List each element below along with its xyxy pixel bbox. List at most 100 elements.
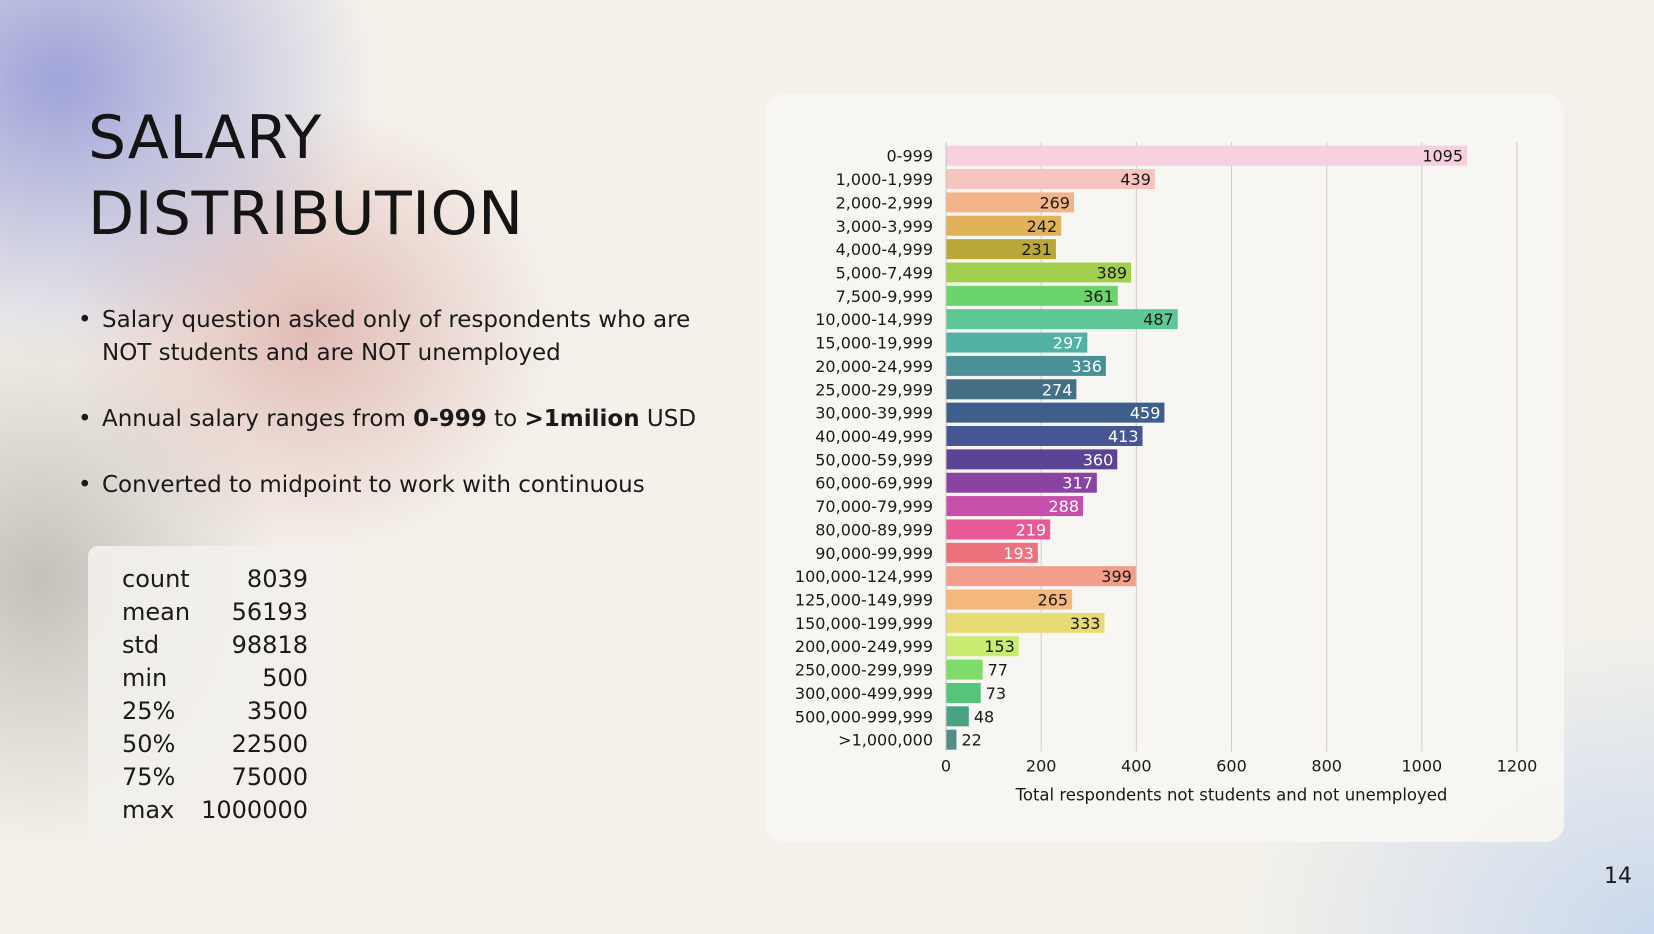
bar: [946, 309, 1178, 330]
category-label: >1,000,000: [838, 731, 933, 750]
category-label: 5,000-7,499: [836, 263, 933, 282]
bullet-list: Salary question asked only of respondent…: [78, 304, 698, 535]
category-label: 90,000-99,999: [815, 544, 933, 563]
bar-value-label: 413: [1108, 427, 1139, 446]
bullet-item: Converted to midpoint to work with conti…: [78, 469, 698, 502]
category-label: 10,000-14,999: [815, 310, 933, 329]
stats-label: 75%: [122, 763, 176, 791]
bullet-text: USD: [639, 406, 697, 432]
bar: [946, 239, 1056, 260]
stats-row: 25% 3500: [122, 695, 308, 728]
category-label: 7,500-9,999: [836, 287, 933, 306]
bar-value-label: 389: [1097, 263, 1128, 282]
bar: [946, 519, 1051, 540]
bar: [946, 145, 1468, 166]
stats-row: 50% 22500: [122, 728, 308, 761]
bullet-text: Annual salary ranges from: [102, 406, 414, 432]
x-tick-label: 1200: [1497, 756, 1538, 775]
bar-value-label: 361: [1083, 287, 1114, 306]
x-tick-label: 0: [941, 756, 951, 775]
category-label: 200,000-249,999: [795, 637, 933, 656]
category-label: 150,000-199,999: [795, 614, 933, 633]
category-label: 2,000-2,999: [836, 193, 933, 212]
stats-label: 50%: [122, 730, 176, 758]
bar: [946, 192, 1074, 213]
category-label: 30,000-39,999: [815, 404, 933, 423]
stats-label: min: [122, 664, 168, 692]
category-label: 100,000-124,999: [795, 567, 933, 586]
bar-value-label: 22: [961, 731, 981, 750]
category-label: 15,000-19,999: [815, 334, 933, 353]
bar-value-label: 360: [1083, 450, 1114, 469]
stats-value: 500: [262, 664, 308, 692]
x-tick-label: 400: [1121, 756, 1152, 775]
bar: [946, 496, 1084, 517]
bar: [946, 682, 981, 703]
stats-row: min 500: [122, 662, 308, 695]
bar: [946, 215, 1062, 236]
bar: [946, 729, 957, 750]
bar: [946, 636, 1019, 657]
stats-label: max: [122, 796, 175, 824]
bar-value-label: 399: [1101, 567, 1132, 586]
category-label: 80,000-89,999: [815, 520, 933, 539]
x-tick-label: 1000: [1401, 756, 1442, 775]
bar: [946, 426, 1143, 446]
x-tick-label: 200: [1026, 756, 1057, 775]
bar-value-label: 439: [1120, 170, 1151, 189]
category-label: 25,000-29,999: [815, 380, 933, 399]
stats-value: 22500: [231, 730, 308, 758]
bar-value-label: 153: [984, 637, 1015, 656]
bar: [946, 659, 983, 680]
stats-row: max 1000000: [122, 794, 308, 827]
bullet-item: Salary question asked only of respondent…: [78, 304, 698, 370]
stats-row: 75% 75000: [122, 761, 308, 794]
bar-value-label: 269: [1039, 193, 1070, 212]
bullet-text: Converted to midpoint to work with conti…: [102, 472, 645, 498]
bar-value-label: 265: [1038, 591, 1069, 610]
chart-card: 0 200 400 600 800 1000 1200 0-999 1095 1,000-1,99…: [766, 94, 1564, 842]
bullet-text: Salary question asked only of respondent…: [102, 307, 691, 366]
bar: [946, 472, 1097, 493]
bar: [946, 355, 1106, 376]
bar: [946, 589, 1073, 610]
bar-value-label: 48: [974, 707, 994, 726]
category-label: 4,000-4,999: [836, 240, 933, 259]
bar: [946, 449, 1118, 470]
bullet-bold-text: 0-999: [413, 406, 487, 432]
category-label: 500,000-999,999: [795, 707, 933, 726]
category-label: 20,000-24,999: [815, 357, 933, 376]
category-label: 0-999: [887, 147, 934, 166]
slide-title: SALARY DISTRIBUTION: [88, 103, 524, 249]
bar-value-label: 274: [1042, 380, 1073, 399]
bar: [946, 169, 1155, 190]
bar: [946, 262, 1132, 283]
stats-value: 8039: [246, 565, 308, 593]
bar: [946, 285, 1118, 306]
bar: [946, 706, 969, 727]
category-label: 3,000-3,999: [836, 217, 933, 236]
bar: [946, 379, 1077, 400]
stats-value: 1000000: [201, 796, 308, 824]
stats-table: count 8039 mean 56193 std 98818 min 500 25% 3500 5…: [122, 563, 308, 827]
bar-value-label: 288: [1048, 497, 1079, 516]
bar: [946, 542, 1038, 563]
bar-value-label: 459: [1130, 404, 1161, 423]
salary-bar-chart: 0 200 400 600 800 1000 1200 0-999 1095 1,000-1,99…: [795, 142, 1538, 804]
category-label: 125,000-149,999: [795, 591, 933, 610]
bar-value-label: 219: [1016, 520, 1047, 539]
x-axis-label: Total respondents not students and not u…: [1015, 785, 1448, 804]
bullet-text: to: [486, 406, 525, 432]
stats-value: 56193: [231, 598, 308, 626]
stats-row: mean 56193: [122, 596, 308, 629]
bar: [946, 332, 1088, 353]
bar-value-label: 73: [986, 684, 1006, 703]
page-number: 14: [1604, 864, 1632, 889]
bar-value-label: 487: [1143, 310, 1174, 329]
category-label: 50,000-59,999: [815, 450, 933, 469]
bar-value-label: 333: [1070, 614, 1101, 633]
stats-row: std 98818: [122, 629, 308, 662]
category-label: 60,000-69,999: [815, 474, 933, 493]
bar-value-label: 231: [1021, 240, 1052, 259]
category-label: 70,000-79,999: [815, 497, 933, 516]
